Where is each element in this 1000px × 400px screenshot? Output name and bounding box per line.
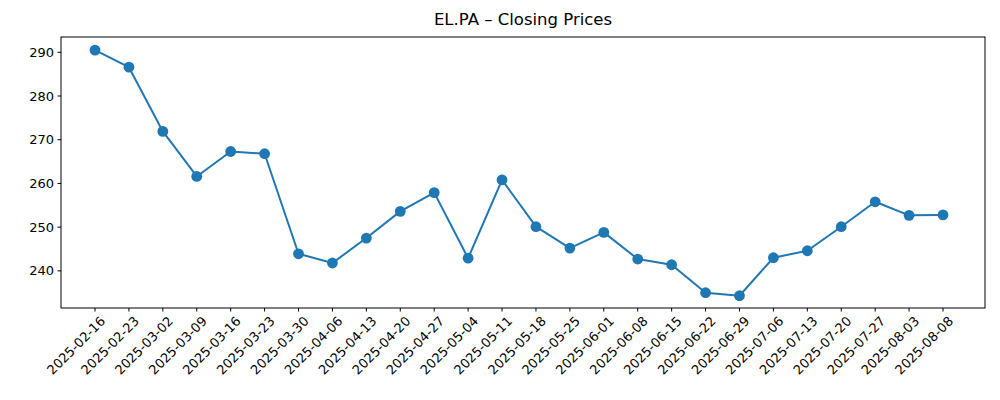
- data-point-marker: [90, 45, 101, 56]
- data-point-marker: [293, 248, 304, 259]
- data-point-marker: [531, 221, 542, 232]
- data-point-marker: [463, 253, 474, 264]
- data-point-marker: [870, 196, 881, 207]
- data-point-marker: [124, 62, 135, 73]
- data-point-marker: [904, 210, 915, 221]
- data-point-marker: [225, 146, 236, 157]
- y-tick-label: 270: [29, 132, 54, 147]
- chart-figure: EL.PA – Closing Prices 24025026027028029…: [0, 0, 1000, 400]
- data-point-marker: [361, 233, 372, 244]
- data-point-marker: [497, 175, 508, 186]
- price-line: [95, 50, 943, 296]
- data-point-marker: [666, 259, 677, 270]
- data-point-marker: [191, 171, 202, 182]
- data-point-marker: [429, 187, 440, 198]
- data-point-marker: [259, 148, 270, 159]
- y-tick-label: 280: [29, 89, 54, 104]
- data-point-marker: [938, 209, 949, 220]
- data-point-marker: [836, 221, 847, 232]
- data-point-marker: [327, 258, 338, 269]
- data-point-marker: [632, 254, 643, 265]
- data-point-marker: [157, 126, 168, 137]
- line-chart: 2402502602702802902025-02-162025-02-2320…: [0, 0, 1000, 400]
- data-point-marker: [768, 252, 779, 263]
- data-point-marker: [395, 206, 406, 217]
- data-point-marker: [802, 245, 813, 256]
- y-tick-label: 290: [29, 45, 54, 60]
- y-tick-label: 240: [29, 263, 54, 278]
- data-point-marker: [700, 287, 711, 298]
- data-point-marker: [598, 227, 609, 238]
- data-point-marker: [564, 243, 575, 254]
- data-point-marker: [734, 290, 745, 301]
- y-tick-label: 260: [29, 176, 54, 191]
- y-tick-label: 250: [29, 220, 54, 235]
